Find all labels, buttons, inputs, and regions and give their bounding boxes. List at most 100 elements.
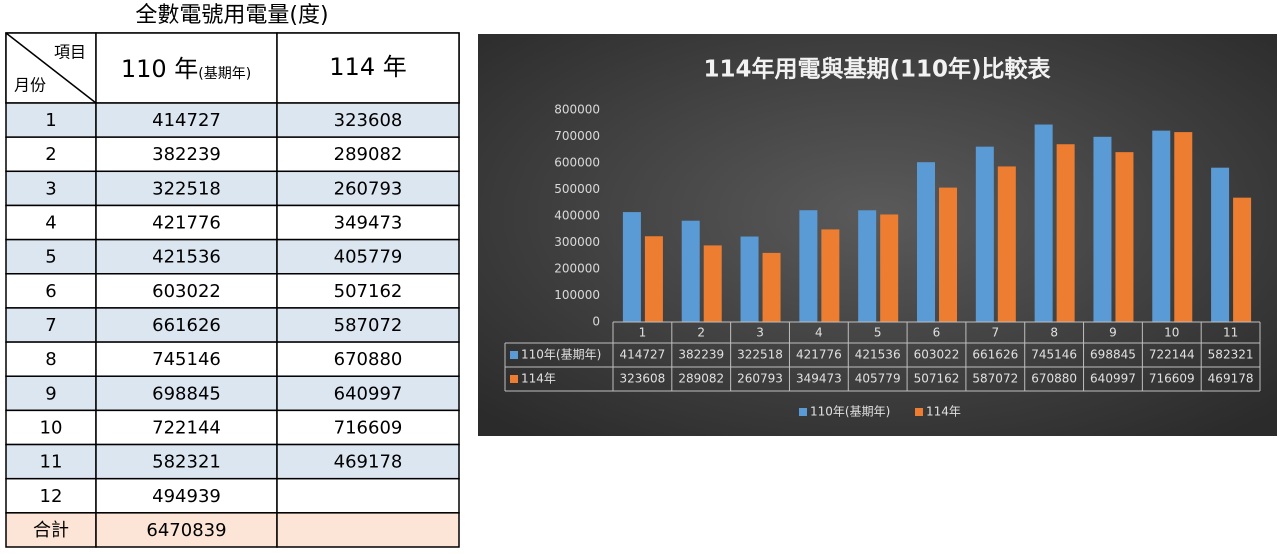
x-tick-label: 2	[697, 326, 705, 340]
cell-text: 289082	[334, 144, 403, 165]
cell-text: 603022	[152, 281, 221, 302]
x-tick-label: 1	[639, 326, 647, 340]
cell-text: 745146	[152, 349, 221, 370]
data-table-value: 260793	[737, 372, 783, 386]
cell-text: 8	[45, 349, 56, 370]
header-diagonal	[5, 32, 97, 104]
cell-text: 494939	[152, 486, 221, 507]
chart-background	[478, 34, 1277, 436]
cell-text: 6470839	[146, 520, 226, 541]
cell-text: 469178	[334, 452, 403, 473]
x-tick-label: 11	[1223, 326, 1238, 340]
bar	[644, 236, 663, 322]
table-cell	[5, 204, 97, 241]
header-col1: 110 年(基期年)	[121, 55, 251, 83]
legend-key	[915, 408, 923, 416]
data-table-value: 698845	[1090, 348, 1136, 362]
x-tick-label: 5	[874, 326, 882, 340]
x-tick-label: 3	[756, 326, 764, 340]
data-table-value: 289082	[678, 372, 724, 386]
table-cell	[276, 443, 460, 480]
bar	[1056, 144, 1075, 322]
cell-text: 698845	[152, 383, 221, 404]
table-cell	[276, 512, 460, 548]
bar	[1174, 132, 1193, 322]
table-cell	[276, 341, 460, 377]
y-tick-label: 800000	[554, 103, 600, 117]
data-table-value: 587072	[972, 372, 1018, 386]
y-tick-label: 600000	[554, 156, 600, 170]
header-col2: 114 年	[329, 53, 406, 81]
cell-text: 349473	[334, 213, 403, 234]
x-tick-label: 7	[991, 326, 999, 340]
cell-text: 421776	[152, 213, 221, 234]
y-tick-label: 400000	[554, 209, 600, 223]
data-table-value: 722144	[1149, 348, 1195, 362]
table-cell	[276, 238, 460, 275]
cell-text: 716609	[334, 417, 403, 438]
data-table-value: 582321	[1208, 348, 1254, 362]
data-table-value: 661626	[972, 348, 1018, 362]
x-tick-label: 4	[815, 326, 823, 340]
header-col1-year: 110 年	[121, 55, 198, 83]
table-title: 全數電號用電量(度)	[135, 3, 328, 28]
cell-text: 260793	[334, 178, 403, 199]
cell-text: 582321	[152, 452, 221, 473]
bar	[1152, 130, 1171, 322]
data-table-value: 421776	[796, 348, 842, 362]
header-item: 項目	[54, 43, 86, 62]
table-cell	[276, 409, 460, 446]
bar	[1115, 152, 1134, 322]
data-table-series-name: 114年	[521, 372, 556, 386]
cell-text: 323608	[334, 110, 403, 131]
cell-text: 11	[40, 452, 63, 473]
cell-text: 661626	[152, 315, 221, 336]
data-table-value: 716609	[1149, 372, 1195, 386]
bar	[880, 214, 899, 322]
bar	[681, 220, 700, 322]
bar	[799, 210, 818, 322]
data-table-value: 507162	[914, 372, 960, 386]
bar	[1211, 167, 1230, 322]
header-month: 月份	[14, 76, 46, 95]
cell-text: 722144	[152, 417, 221, 438]
data-table-value: 323608	[620, 372, 666, 386]
y-tick-label: 100000	[554, 288, 600, 302]
cell-text: 507162	[334, 281, 403, 302]
table-cell	[276, 204, 460, 241]
cell-text: 合計	[33, 520, 69, 541]
x-tick-label: 9	[1109, 326, 1117, 340]
cell-text: 4	[45, 213, 56, 234]
cell-text: 5	[45, 247, 56, 268]
bar	[858, 210, 877, 322]
bar	[917, 162, 935, 322]
data-table-key	[510, 375, 518, 383]
cell-text: 12	[40, 486, 63, 507]
table-cell	[5, 443, 97, 480]
bar	[997, 166, 1016, 322]
bar	[1034, 124, 1053, 322]
cell-text: 421536	[152, 247, 221, 268]
data-table-value: 382239	[678, 348, 724, 362]
cell-text: 1	[45, 110, 56, 131]
data-table-value: 469178	[1208, 372, 1254, 386]
table-cell	[276, 307, 460, 343]
x-tick-label: 6	[933, 326, 941, 340]
chart-title: 114年用電與基期(110年)比較表	[703, 56, 1051, 83]
table-cell	[276, 375, 460, 412]
data-table-value: 405779	[855, 372, 901, 386]
table-cell	[95, 204, 278, 241]
y-tick-label: 700000	[554, 129, 600, 143]
data-table-value: 421536	[855, 348, 901, 362]
bar	[975, 146, 994, 322]
legend-key	[799, 408, 807, 416]
legend-label: 114年	[926, 405, 961, 419]
table-cell	[276, 273, 460, 309]
bar	[703, 245, 722, 322]
table-cell	[95, 341, 278, 377]
bar	[1233, 197, 1252, 322]
cell-text: 7	[45, 315, 56, 336]
data-table-key	[510, 351, 518, 359]
